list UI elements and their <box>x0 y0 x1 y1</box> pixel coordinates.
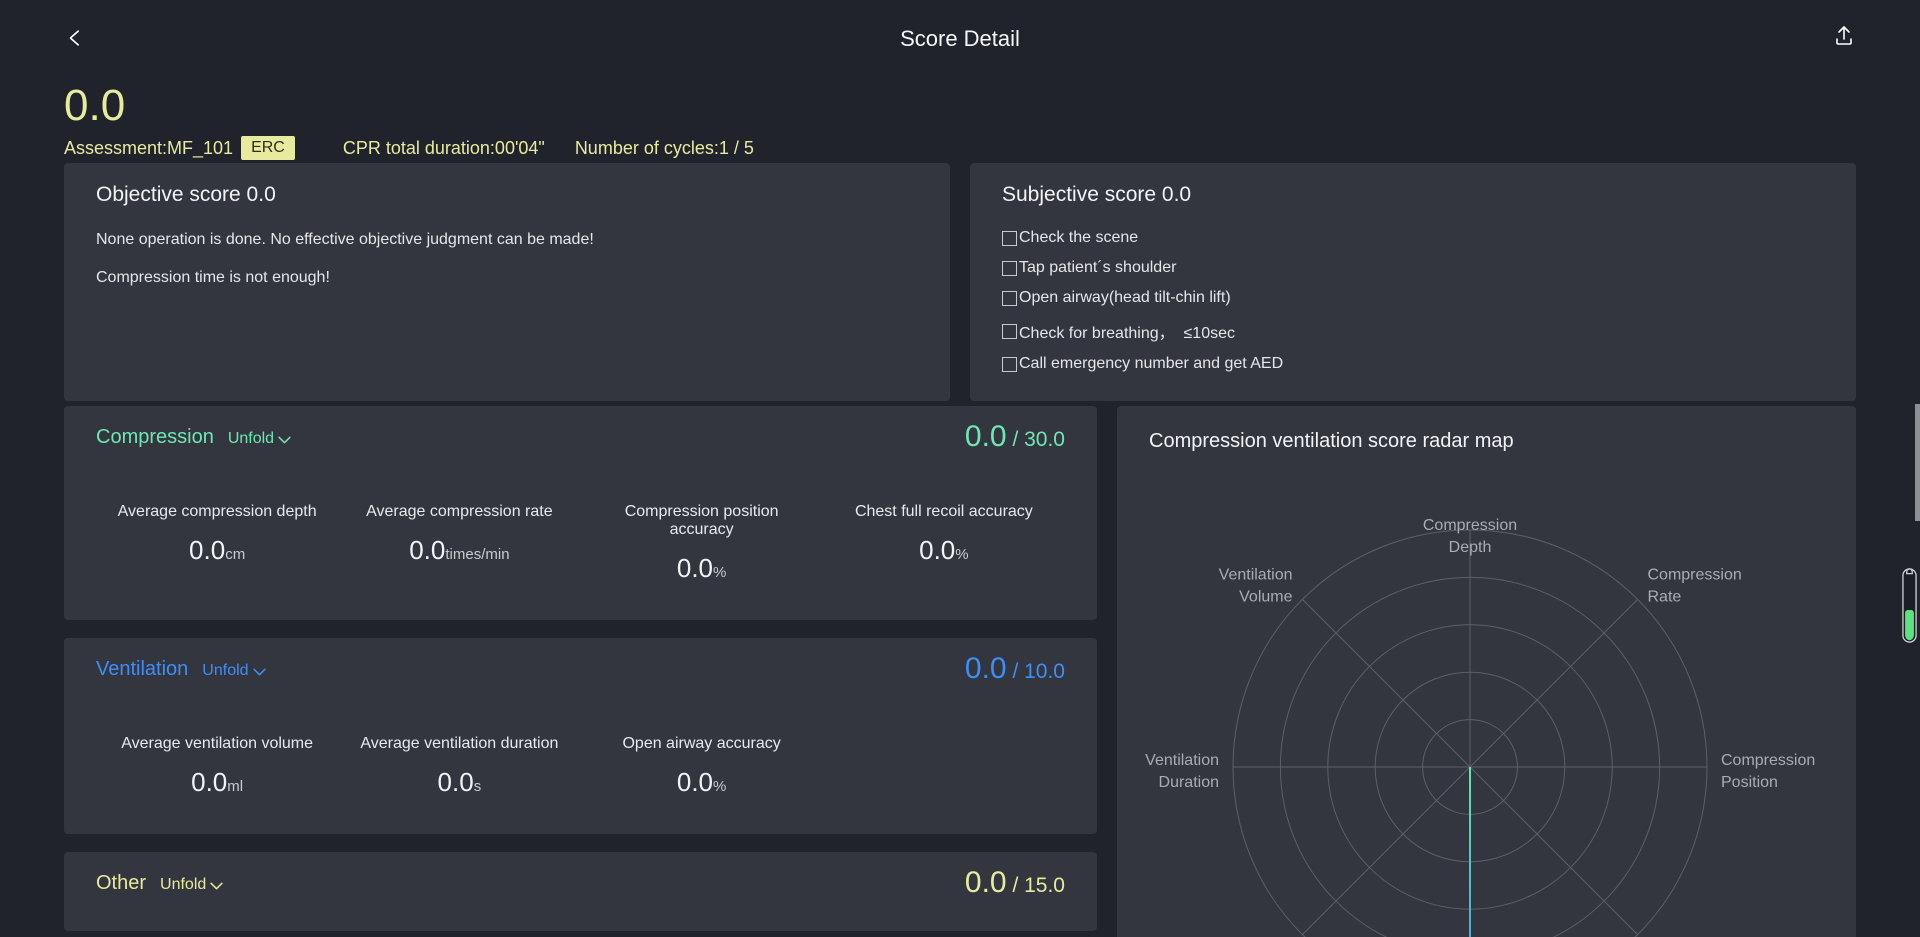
svg-text:Position: Position <box>1721 774 1778 791</box>
svg-text:Depth: Depth <box>1449 539 1492 556</box>
svg-text:Duration: Duration <box>1159 774 1219 791</box>
svg-text:Rate: Rate <box>1648 589 1682 606</box>
svg-text:Ventilation: Ventilation <box>1145 752 1219 769</box>
svg-text:Compression: Compression <box>1423 517 1517 534</box>
svg-text:Ventilation: Ventilation <box>1219 567 1293 584</box>
svg-text:Compression: Compression <box>1648 567 1742 584</box>
svg-text:Compression: Compression <box>1721 752 1815 769</box>
svg-text:Volume: Volume <box>1239 589 1292 606</box>
